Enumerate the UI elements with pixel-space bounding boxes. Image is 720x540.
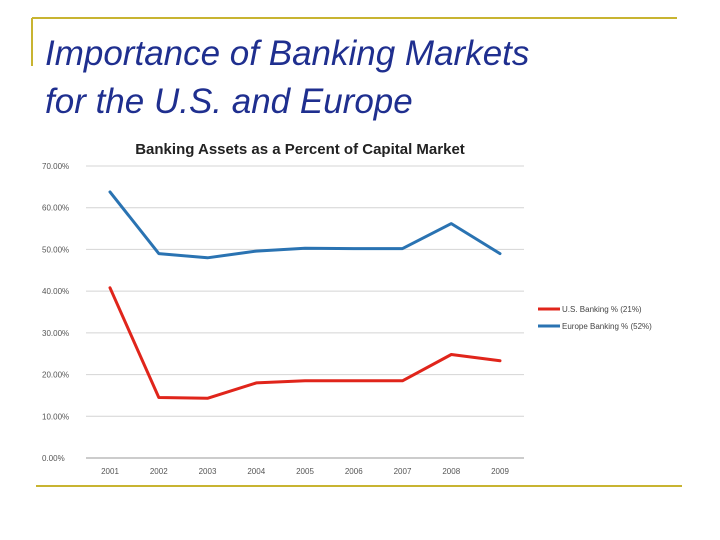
x-tick-label: 2001 bbox=[101, 467, 119, 476]
legend: U.S. Banking % (21%) Europe Banking % (52… bbox=[538, 305, 652, 331]
x-axis-tick-labels: 2001 2002 2003 2004 2005 2006 2007 2008 2009 bbox=[101, 467, 509, 476]
x-tick-label: 2003 bbox=[199, 467, 217, 476]
y-tick-label: 70.00% bbox=[42, 162, 69, 171]
gridlines bbox=[86, 165, 524, 459]
x-tick-label: 2007 bbox=[394, 467, 412, 476]
legend-label: U.S. Banking % (21%) bbox=[562, 305, 642, 314]
slide-title-line1: Importance of Banking Markets bbox=[45, 34, 530, 73]
y-tick-label: 30.00% bbox=[42, 329, 69, 338]
y-tick-label: 0.00% bbox=[42, 454, 65, 463]
x-tick-label: 2009 bbox=[491, 467, 509, 476]
y-axis-tick-labels: 0.00% 10.00% 20.00% 30.00% 40.00% 50.00% 60.00… bbox=[42, 162, 69, 463]
x-tick-label: 2008 bbox=[442, 467, 460, 476]
y-tick-label: 20.00% bbox=[42, 371, 69, 380]
legend-label: Europe Banking % (52%) bbox=[562, 322, 652, 331]
line-chart: Banking Assets as a Percent of Capital M… bbox=[42, 141, 652, 476]
slide-title: Importance of Banking Markets for the U.… bbox=[45, 30, 705, 126]
x-tick-label: 2006 bbox=[345, 467, 363, 476]
series-lines bbox=[108, 190, 502, 400]
y-tick-label: 50.00% bbox=[42, 245, 69, 254]
series-line bbox=[108, 286, 502, 400]
series-line bbox=[108, 190, 502, 260]
x-tick-label: 2002 bbox=[150, 467, 168, 476]
slide-title-line2: for the U.S. and Europe bbox=[45, 82, 413, 121]
chart-title: Banking Assets as a Percent of Capital M… bbox=[135, 141, 465, 158]
y-tick-label: 60.00% bbox=[42, 204, 69, 213]
slide-frame bbox=[31, 17, 682, 487]
x-tick-label: 2005 bbox=[296, 467, 314, 476]
x-tick-label: 2004 bbox=[247, 467, 265, 476]
y-tick-label: 10.00% bbox=[42, 412, 69, 421]
y-tick-label: 40.00% bbox=[42, 287, 69, 296]
